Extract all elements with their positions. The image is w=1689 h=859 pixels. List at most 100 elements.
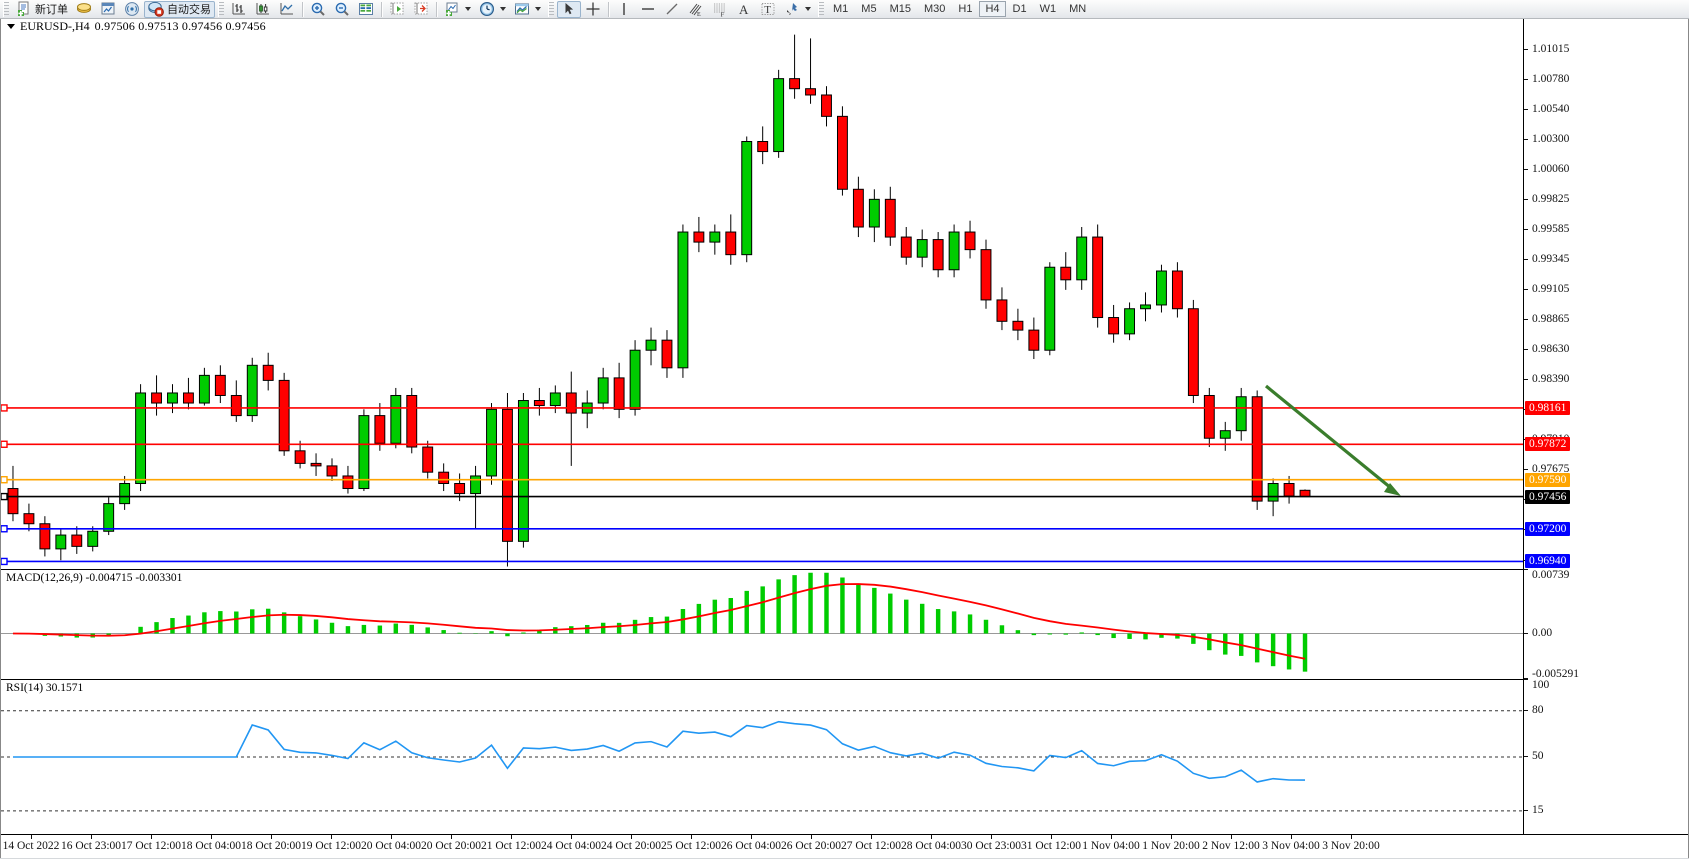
timeframe-m1[interactable]: M1 bbox=[833, 3, 849, 15]
timeframe-h1[interactable]: H1 bbox=[958, 3, 973, 15]
price-axis-label: 0.97675 bbox=[1532, 463, 1570, 476]
charts-button[interactable] bbox=[72, 1, 96, 18]
candlestick-chart-button[interactable] bbox=[251, 1, 275, 18]
trendline-tool-button[interactable] bbox=[660, 1, 684, 18]
chart-window: EURUSD-,H4 0.97506 0.97513 0.97456 0.974… bbox=[0, 19, 1689, 859]
time-axis-label: 20 Oct 04:00 bbox=[360, 840, 422, 852]
zoom-out-button[interactable] bbox=[330, 1, 354, 18]
main-toolbar: 新订单 bbox=[0, 0, 1689, 19]
rsi-axis-label: 15 bbox=[1532, 803, 1544, 816]
fibonacci-tool-button[interactable]: F bbox=[708, 1, 732, 18]
line-chart-button[interactable] bbox=[275, 1, 299, 18]
chevron-down-icon[interactable] bbox=[500, 7, 506, 11]
rsi-panel[interactable]: RSI(14) 30.1571 bbox=[1, 679, 1523, 834]
chart-symbol-label: EURUSD-,H4 bbox=[20, 19, 90, 33]
timeframe-d1[interactable]: D1 bbox=[1012, 3, 1027, 15]
arrows-tool-button[interactable] bbox=[780, 1, 815, 18]
time-axis-tick bbox=[1111, 835, 1112, 839]
time-axis-label: 18 Oct 20:00 bbox=[240, 840, 302, 852]
rsi-axis-tick bbox=[1524, 756, 1528, 757]
signals-button[interactable] bbox=[120, 1, 144, 18]
time-axis-tick bbox=[151, 835, 152, 839]
price-axis-tick bbox=[1524, 169, 1528, 171]
vertical-line-tool-button[interactable] bbox=[612, 1, 636, 18]
price-level-tag-support-upper[interactable]: 0.97200 bbox=[1525, 521, 1571, 536]
timeframe-m5[interactable]: M5 bbox=[861, 3, 877, 15]
time-axis[interactable]: 14 Oct 2022 16 Oct 23:00 17 Oct 12:00 18 Oc… bbox=[1, 834, 1688, 858]
time-axis-label: 25 Oct 12:00 bbox=[660, 840, 722, 852]
price-level-tag-resistance-upper[interactable]: 0.98161 bbox=[1525, 400, 1571, 415]
trendline-icon bbox=[664, 1, 680, 17]
arrow-shapes-icon bbox=[784, 1, 800, 17]
horizontal-line-tool-button[interactable] bbox=[636, 1, 660, 18]
price-level-tag-pivot[interactable]: 0.97590 bbox=[1525, 472, 1571, 487]
autotrading-label: 自动交易 bbox=[167, 4, 211, 16]
text-label-icon: T bbox=[760, 1, 776, 17]
zoom-out-icon bbox=[334, 1, 350, 17]
time-axis-tick bbox=[571, 835, 572, 839]
price-level-tag-resistance-lower[interactable]: 0.97872 bbox=[1525, 437, 1571, 452]
add-indicator-icon bbox=[444, 1, 460, 17]
new-order-button[interactable]: 新订单 bbox=[12, 1, 72, 18]
toolbar-grip-2[interactable] bbox=[218, 1, 224, 17]
crosshair-tool-button[interactable] bbox=[581, 1, 605, 18]
toolbar-grip-4[interactable] bbox=[818, 1, 824, 17]
price-level-tag-current-price[interactable]: 0.97456 bbox=[1525, 489, 1571, 504]
cursor-tool-button[interactable] bbox=[557, 0, 581, 18]
time-axis-tick bbox=[391, 835, 392, 839]
zoom-in-button[interactable] bbox=[306, 1, 330, 18]
timeframe-w1[interactable]: W1 bbox=[1039, 3, 1057, 15]
time-axis-label: 28 Oct 04:00 bbox=[900, 840, 962, 852]
chart-menu-icon[interactable] bbox=[7, 24, 15, 29]
chevron-down-icon[interactable] bbox=[805, 7, 811, 11]
time-axis-tick bbox=[1051, 835, 1052, 839]
chevron-down-icon[interactable] bbox=[535, 7, 541, 11]
text-tool-button[interactable]: A bbox=[732, 1, 756, 18]
timeframe-h4[interactable]: H4 bbox=[979, 1, 1006, 17]
equidistant-channel-tool-button[interactable]: E bbox=[684, 1, 708, 18]
timeframe-m15[interactable]: M15 bbox=[889, 3, 911, 15]
time-axis-label: 1 Nov 20:00 bbox=[1142, 840, 1200, 852]
macd-label: MACD(12,26,9) -0.004715 -0.003301 bbox=[6, 572, 183, 584]
autotrading-button[interactable]: 自动交易 bbox=[144, 0, 215, 18]
price-axis-tick bbox=[1524, 108, 1528, 110]
data-window-button[interactable] bbox=[354, 1, 378, 18]
price-level-tag-support-lower[interactable]: 0.96940 bbox=[1525, 554, 1571, 569]
time-axis-tick bbox=[91, 835, 92, 839]
bar-chart-button[interactable] bbox=[227, 1, 251, 18]
price-axis[interactable]: 1.01015 1.00780 1.00540 1.00300 1.00060 0.998… bbox=[1523, 19, 1688, 858]
candlestick-chart-icon bbox=[255, 1, 271, 17]
chevron-down-icon[interactable] bbox=[465, 7, 471, 11]
templates-button[interactable] bbox=[510, 1, 545, 18]
time-axis-label: 3 Nov 04:00 bbox=[1262, 840, 1320, 852]
time-axis-tick bbox=[1351, 835, 1352, 839]
indicators-button[interactable] bbox=[440, 1, 475, 18]
toolbar-grip-3[interactable] bbox=[548, 1, 554, 17]
macd-panel[interactable]: MACD(12,26,9) -0.004715 -0.003301 bbox=[1, 569, 1523, 679]
price-chart-panel[interactable] bbox=[1, 34, 1523, 569]
timeframe-mn[interactable]: MN bbox=[1069, 3, 1087, 15]
price-axis-label: 1.01015 bbox=[1532, 43, 1570, 56]
price-axis-tick bbox=[1524, 379, 1528, 381]
price-axis-label: 1.00060 bbox=[1532, 163, 1570, 176]
timeframe-m30[interactable]: M30 bbox=[923, 3, 946, 15]
svg-text:F: F bbox=[721, 12, 725, 17]
time-axis-tick bbox=[1291, 835, 1292, 839]
periodicity-button[interactable] bbox=[475, 1, 510, 18]
toolbar-grip[interactable] bbox=[3, 1, 9, 17]
time-axis-label: 24 Oct 04:00 bbox=[540, 840, 602, 852]
terminal-button[interactable] bbox=[96, 1, 120, 18]
auto-scroll-button[interactable] bbox=[409, 1, 433, 18]
macd-axis-label: 0.00 bbox=[1532, 626, 1553, 639]
svg-text:A: A bbox=[739, 2, 749, 17]
price-axis-label: 0.98630 bbox=[1532, 342, 1570, 355]
bar-chart-icon bbox=[231, 1, 247, 17]
chart-shift-icon bbox=[389, 1, 405, 17]
rsi-axis-tick bbox=[1524, 809, 1528, 811]
new-order-icon bbox=[16, 1, 32, 17]
time-axis-label: 3 Nov 20:00 bbox=[1322, 840, 1380, 852]
time-axis-tick bbox=[631, 835, 632, 839]
clock-icon bbox=[479, 1, 495, 17]
shift-end-button[interactable] bbox=[385, 1, 409, 18]
text-label-tool-button[interactable]: T bbox=[756, 1, 780, 18]
